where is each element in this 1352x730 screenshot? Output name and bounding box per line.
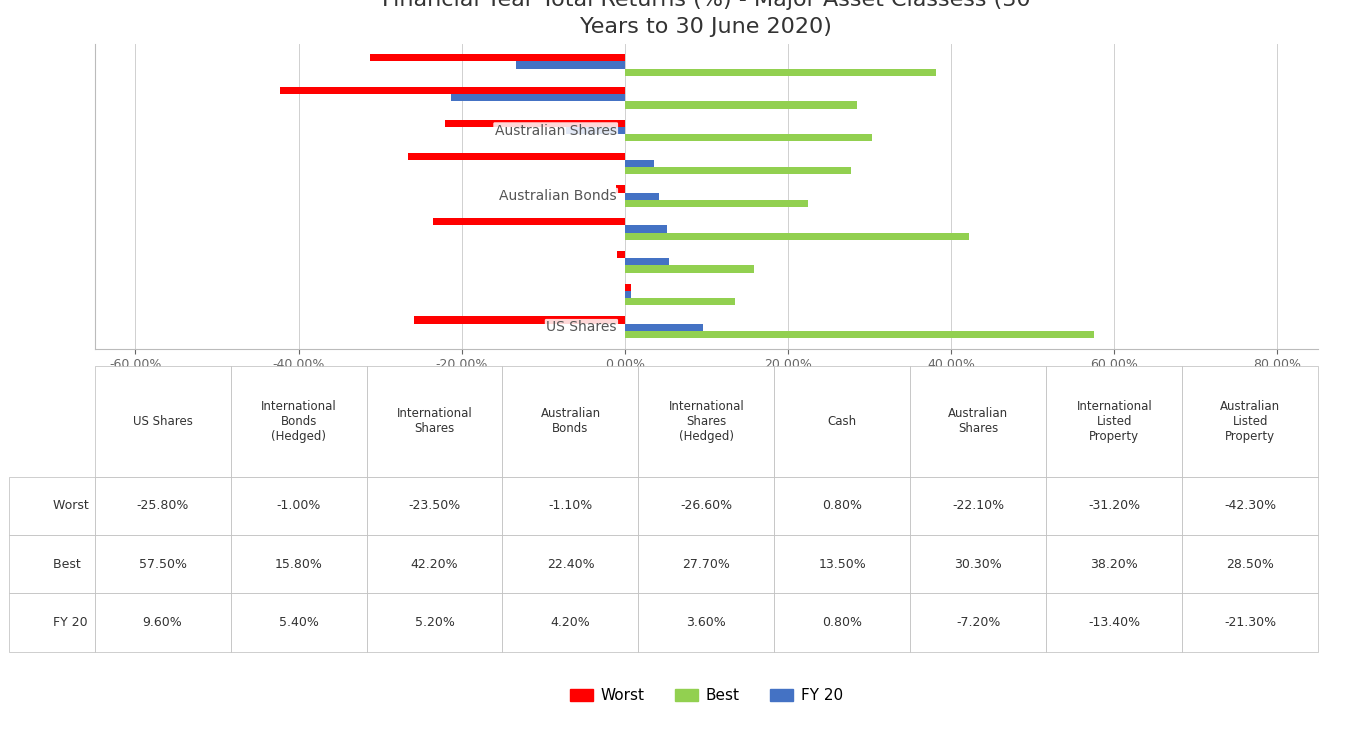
Bar <box>617 251 625 258</box>
Bar <box>433 218 625 226</box>
Bar <box>408 153 625 160</box>
Bar <box>625 233 969 239</box>
Bar <box>625 323 703 331</box>
Bar <box>566 127 625 134</box>
Bar <box>625 226 668 233</box>
Bar <box>625 134 872 142</box>
Bar <box>515 61 625 69</box>
Bar <box>625 101 857 109</box>
Bar <box>452 94 625 101</box>
Bar <box>370 54 625 61</box>
Bar <box>625 284 631 291</box>
Title: Financial Year Total Returns (%) - Major Asset Classess (30
Years to 30 June 202: Financial Year Total Returns (%) - Major… <box>383 0 1030 36</box>
Bar <box>14 496 65 516</box>
Bar <box>625 331 1094 338</box>
Text: Australian Shares: Australian Shares <box>495 123 617 138</box>
Bar <box>625 193 660 200</box>
Bar <box>625 298 735 305</box>
Bar <box>14 612 65 633</box>
Bar <box>625 69 937 76</box>
Bar <box>625 167 850 174</box>
Bar <box>617 185 625 193</box>
Bar <box>625 265 753 272</box>
Bar <box>625 200 807 207</box>
Text: US Shares: US Shares <box>546 320 617 334</box>
Text: Australian Bonds: Australian Bonds <box>499 189 617 203</box>
Bar <box>625 291 631 298</box>
Bar <box>280 87 625 94</box>
Bar <box>415 317 625 323</box>
Bar <box>625 258 669 265</box>
Bar <box>625 160 654 167</box>
Bar <box>14 554 65 575</box>
Legend: Worst, Best, FY 20: Worst, Best, FY 20 <box>564 682 849 710</box>
Bar <box>445 120 625 127</box>
